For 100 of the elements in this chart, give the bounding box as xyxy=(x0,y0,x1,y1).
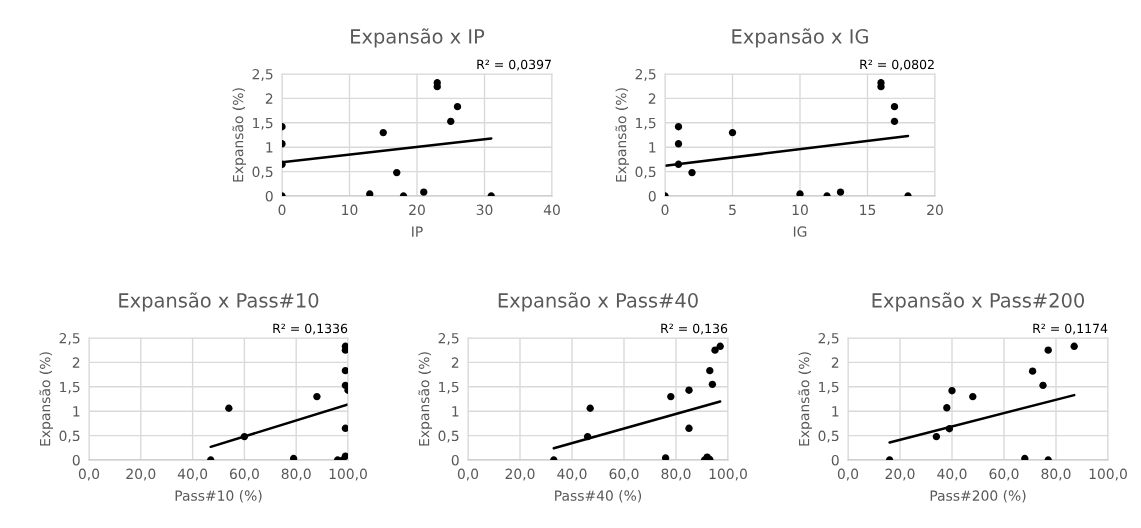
chart-title: Expansão x Pass#10 xyxy=(119,292,319,312)
point xyxy=(932,432,941,441)
point xyxy=(379,128,387,137)
point xyxy=(1028,367,1037,375)
x-tick-label: 80,0 xyxy=(1041,468,1071,481)
point xyxy=(667,392,675,401)
y-tick-label: 2 xyxy=(72,357,80,368)
point xyxy=(716,342,724,350)
text: R² = 0,1174 xyxy=(1033,323,1108,335)
point xyxy=(836,188,845,196)
x-tick-label: 60,0 xyxy=(609,468,639,481)
chart-title: Expansão x IP xyxy=(351,28,485,48)
x-tick-label: 20 xyxy=(409,204,425,216)
x-tick-label: 0 xyxy=(661,204,669,216)
point xyxy=(688,168,696,177)
x-tick-label: 60,0 xyxy=(989,468,1019,481)
y-tick-label: 2,5 xyxy=(635,68,656,81)
y-tick-label: 2,5 xyxy=(818,332,839,345)
x-axis-title: Pass#10 (%) xyxy=(175,490,262,503)
y-axis-title: Expansão (%) xyxy=(798,352,813,446)
point xyxy=(796,190,804,196)
x-axis-title: Pass#200 (%) xyxy=(930,490,1026,503)
x-tick-label: 10 xyxy=(342,204,358,216)
y-tick-label: 1 xyxy=(73,406,80,417)
x-tick-label: 0,0 xyxy=(78,468,100,481)
y-tick-label: 0 xyxy=(265,190,273,202)
point xyxy=(943,404,951,412)
x-axis-title: IP xyxy=(412,226,423,237)
y-tick-label: 1,5 xyxy=(636,117,656,130)
point xyxy=(948,387,956,395)
y-tick-label: 2,5 xyxy=(438,332,459,345)
point xyxy=(313,392,321,401)
point xyxy=(706,367,714,375)
point xyxy=(366,190,374,196)
y-tick-label: 0 xyxy=(648,190,656,202)
y-tick-label: 1,5 xyxy=(60,381,80,394)
point xyxy=(583,432,592,441)
x-tick-label: 15 xyxy=(860,204,876,216)
y-tick-label: 0 xyxy=(72,454,80,466)
y-tick-label: 0,5 xyxy=(252,166,273,179)
point xyxy=(433,83,441,91)
point xyxy=(240,432,249,441)
point xyxy=(969,392,977,401)
y-axis-title: Expansão (%) xyxy=(615,88,630,182)
text: R² = 0,0397 xyxy=(477,59,551,71)
point xyxy=(674,123,683,131)
point xyxy=(420,188,428,196)
point xyxy=(685,424,693,432)
x-tick-label: 10 xyxy=(792,204,808,216)
point xyxy=(341,367,348,375)
point xyxy=(890,103,899,111)
x-axis-title: IG xyxy=(793,226,807,237)
point xyxy=(945,425,954,433)
x-tick-label: 40,0 xyxy=(177,468,208,481)
x-tick-label: 20 xyxy=(927,204,943,216)
x-tick-label: 80,0 xyxy=(661,468,691,481)
point xyxy=(685,386,693,394)
y-tick-label: 2,5 xyxy=(252,68,273,81)
y-tick-label: 2 xyxy=(265,93,273,104)
x-tick-label: 0,0 xyxy=(457,468,479,481)
point xyxy=(1044,346,1052,354)
y-tick-label: 2,5 xyxy=(59,332,80,345)
x-tick-label: 40,0 xyxy=(937,468,967,481)
point xyxy=(728,128,737,137)
y-tick-label: 2 xyxy=(648,93,656,104)
y-axis-title: Expansão (%) xyxy=(232,88,247,182)
x-tick-label: 30 xyxy=(476,204,493,216)
point xyxy=(890,117,899,126)
y-tick-label: 0 xyxy=(451,454,459,466)
y-tick-label: 1 xyxy=(832,406,839,417)
y-tick-label: 1 xyxy=(266,142,273,153)
y-tick-label: 0,5 xyxy=(438,430,459,443)
point xyxy=(674,140,683,148)
x-tick-label: 20,0 xyxy=(505,468,535,481)
y-axis-title: Expansão (%) xyxy=(418,352,433,446)
y-tick-label: 1 xyxy=(649,142,656,153)
x-tick-label: 80,0 xyxy=(281,468,311,481)
point xyxy=(447,117,455,126)
point xyxy=(674,160,683,168)
y-tick-label: 0 xyxy=(831,454,839,466)
y-tick-label: 1,5 xyxy=(253,117,273,130)
y-tick-label: 0,5 xyxy=(818,430,839,443)
point xyxy=(711,346,719,354)
y-tick-label: 1,5 xyxy=(819,381,839,394)
point xyxy=(225,404,233,412)
point xyxy=(708,380,717,389)
text: R² = 0,136 xyxy=(661,323,728,335)
y-tick-label: 1 xyxy=(452,406,459,417)
text: R² = 0,0802 xyxy=(860,59,934,71)
text: R² = 0,1336 xyxy=(273,323,348,335)
chart-title: Expansão x Pass#40 xyxy=(498,292,698,312)
point xyxy=(586,404,594,412)
x-tick-label: 0,0 xyxy=(837,468,859,481)
x-tick-label: 100,0 xyxy=(329,468,367,481)
chart-title: Expansão x IG xyxy=(732,28,868,48)
x-tick-label: 100,0 xyxy=(709,468,747,481)
y-tick-label: 0,5 xyxy=(635,166,656,179)
x-tick-label: 0 xyxy=(278,204,286,216)
y-tick-label: 0,5 xyxy=(59,430,80,443)
chart-title: Expansão x Pass#200 xyxy=(872,292,1085,312)
